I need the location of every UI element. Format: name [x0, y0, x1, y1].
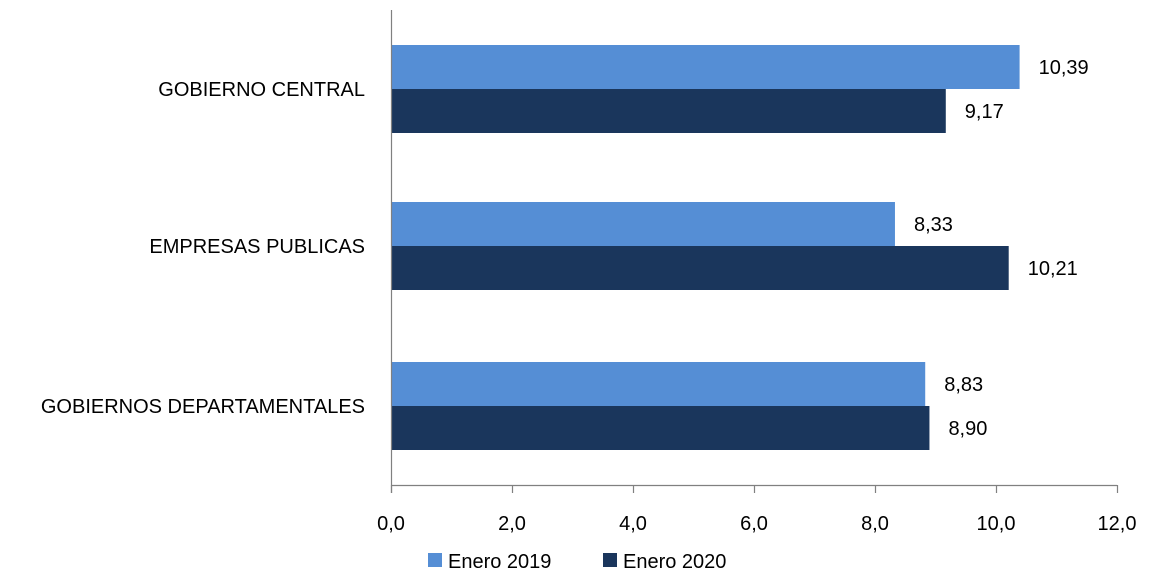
legend: Enero 2019 Enero 2020: [428, 551, 726, 573]
axes-layer: 0,0 2,0 4,0 6,0 8,0 10,0 12,0: [377, 10, 1136, 535]
bars-layer: [391, 45, 1020, 450]
value-labels-layer: 10,39 9,17 8,33 10,21 8,83 8,90: [914, 57, 1089, 440]
data-label: 10,39: [1039, 57, 1089, 79]
legend-label: Enero 2019: [448, 551, 551, 573]
x-tick-label: 8,0: [861, 513, 889, 535]
category-labels-layer: GOBIERNO CENTRAL EMPRESAS PUBLICAS GOBIERN…: [41, 79, 365, 418]
data-label: 9,17: [965, 101, 1004, 123]
x-tick-label: 12,0: [1098, 513, 1137, 535]
data-label: 8,83: [944, 374, 983, 396]
category-label: GOBIERNOS DEPARTAMENTALES: [41, 396, 365, 418]
bar: [391, 45, 1020, 89]
x-tick-label: 10,0: [977, 513, 1016, 535]
bar: [391, 246, 1009, 290]
legend-label: Enero 2020: [623, 551, 726, 573]
category-label: GOBIERNO CENTRAL: [158, 79, 365, 101]
x-tick-label: 0,0: [377, 513, 405, 535]
data-label: 8,33: [914, 214, 953, 236]
bar: [391, 362, 926, 406]
bar: [391, 89, 946, 133]
bar: [391, 406, 930, 450]
x-tick-label: 6,0: [740, 513, 768, 535]
data-label: 8,90: [948, 418, 987, 440]
x-tick-label: 2,0: [498, 513, 526, 535]
data-label: 10,21: [1028, 258, 1078, 280]
legend-swatch: [428, 553, 442, 567]
x-tick-label: 4,0: [619, 513, 647, 535]
bar: [391, 202, 895, 246]
category-label: EMPRESAS PUBLICAS: [149, 236, 365, 258]
legend-swatch: [603, 553, 617, 567]
